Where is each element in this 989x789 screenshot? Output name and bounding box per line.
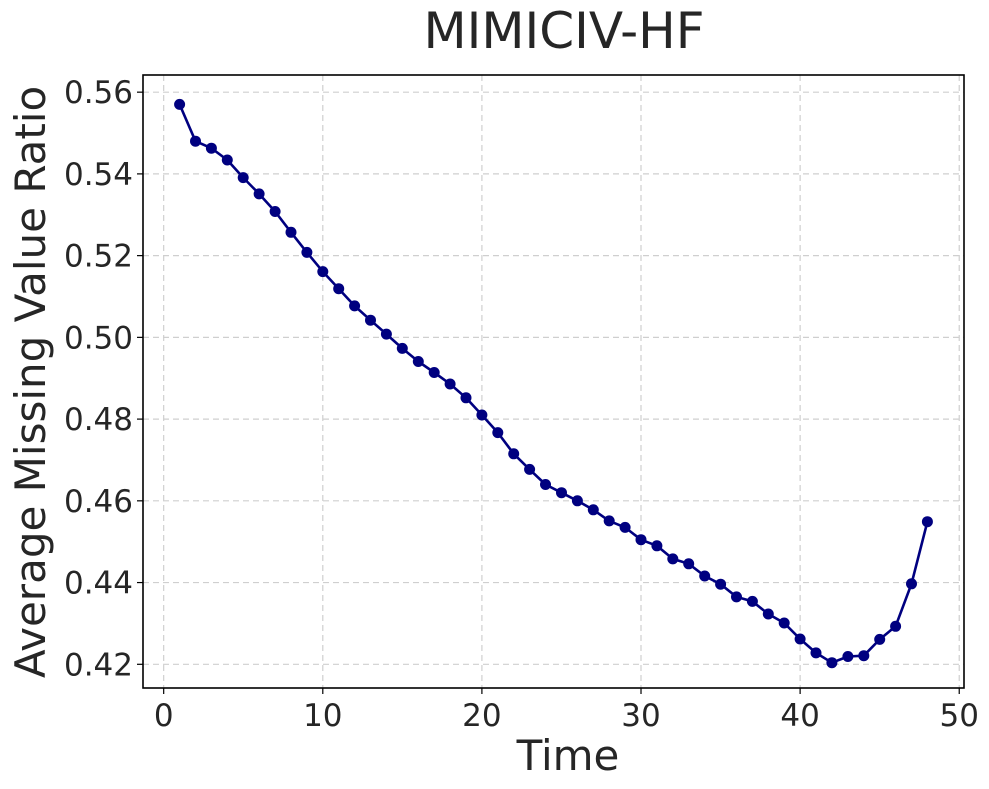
data-point [635,534,647,546]
axis-ticks: 0 10 20 30 40 50 0.42 0.44 0.46 0.48 0.50 0.52 0.54 0… [64,75,979,734]
data-point [174,98,186,110]
data-point [890,620,902,632]
y-tick-label: 0.52 [64,239,133,275]
data-point [460,392,472,404]
data-point [285,226,297,238]
data-point [762,608,774,620]
data-point [444,378,456,390]
data-point [380,328,392,340]
data-point [269,206,281,217]
chart-title: MIMICIV-HF [423,2,704,60]
data-point [508,448,520,460]
data-point [317,266,329,278]
x-tick-label: 0 [154,698,174,734]
grid [143,75,964,688]
data-point [810,647,822,659]
data-point [333,283,345,295]
data-point [731,591,742,603]
plot-frame [142,74,965,689]
y-tick-label: 0.46 [64,484,133,520]
data-point [587,504,599,516]
data-point [858,650,870,662]
y-tick-label: 0.50 [64,320,133,356]
data-point [524,463,536,475]
data-point [921,516,933,528]
data-point [651,540,663,552]
data-point [906,578,917,590]
data-point [699,570,711,582]
data-point [715,578,727,590]
data-point [683,558,695,570]
y-tick-label: 0.54 [64,157,133,193]
data-point [253,188,265,200]
data-point [396,342,408,354]
data-point [205,142,217,154]
data-point [603,515,615,527]
x-tick-label: 10 [303,698,342,734]
x-axis-label: Time [516,731,620,780]
data-point [667,553,679,565]
x-tick-label: 40 [780,698,819,734]
data-point [349,300,361,312]
data-point [365,314,376,326]
data-point [778,617,790,629]
data-point [874,633,886,645]
data-point [428,367,440,378]
data-point [619,521,631,533]
data-point [556,487,567,499]
data-point [842,651,854,662]
data-point [826,657,838,669]
data-point [540,479,551,490]
x-tick-label: 30 [621,698,660,734]
data-point [190,135,201,147]
data-point [571,495,583,507]
data-point [794,633,806,645]
y-tick-label: 0.42 [64,647,133,683]
series-polyline [178,103,929,665]
y-tick-label: 0.44 [64,566,133,602]
data-point [237,172,249,184]
data-point [301,246,313,258]
data-point [746,595,758,607]
data-point [476,409,488,421]
y-tick-label: 0.56 [64,75,133,111]
series-line [174,98,933,669]
y-axis-label: Average Missing Value Ratio [6,86,55,678]
y-tick-label: 0.48 [64,402,133,438]
x-tick-label: 20 [462,698,501,734]
data-point [492,427,504,439]
data-point [221,154,233,166]
data-point [412,356,424,367]
x-tick-label: 50 [940,698,979,734]
